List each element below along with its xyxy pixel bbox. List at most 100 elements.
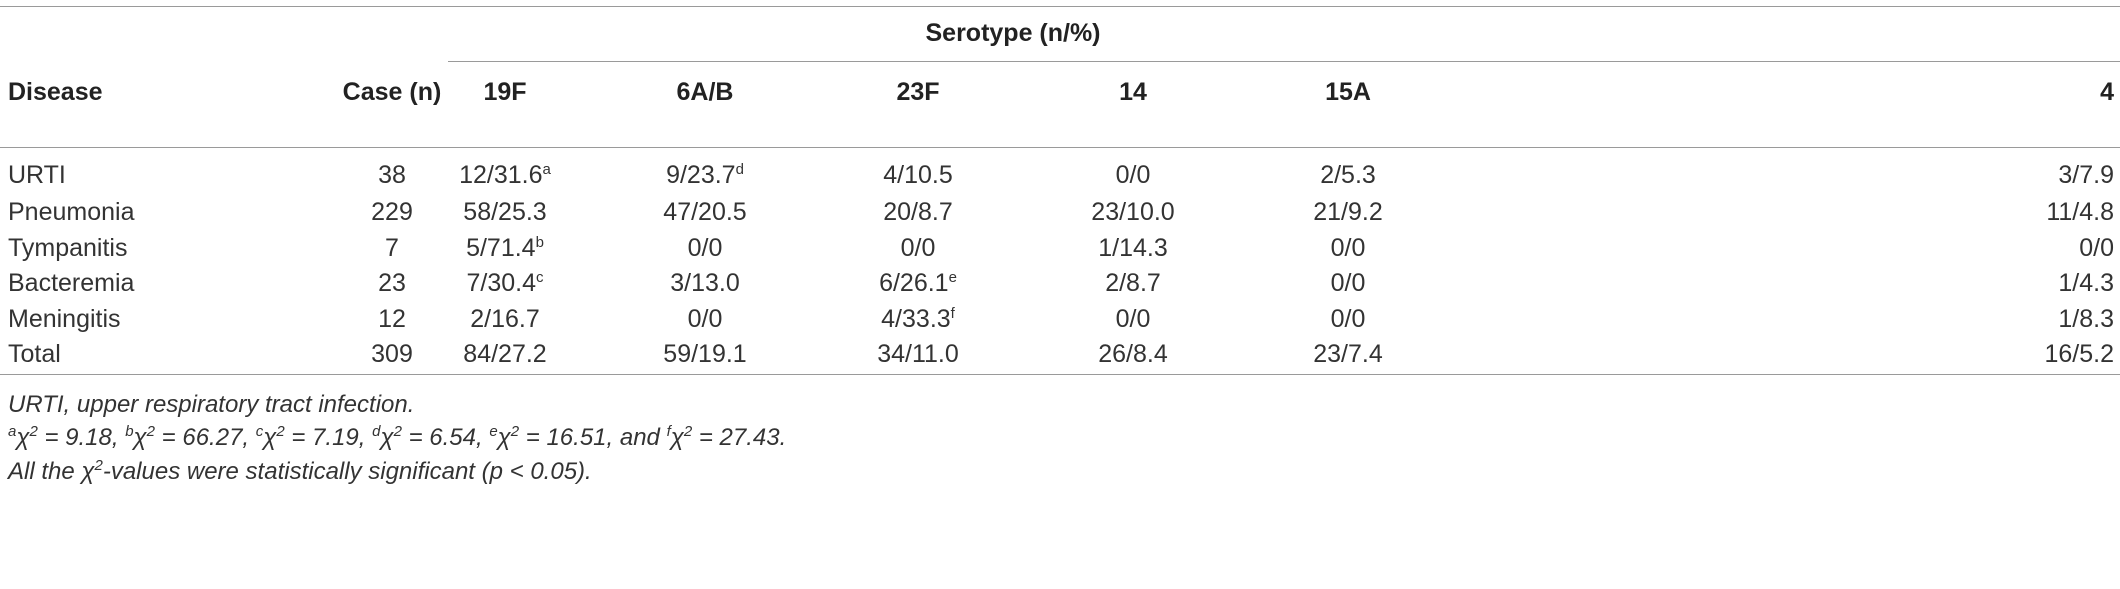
row-label: URTI (8, 161, 66, 189)
cell: 7 (385, 234, 399, 262)
cell: 1/14.3 (1098, 234, 1168, 262)
row-label: Tympanitis (8, 234, 128, 262)
exponent: 2 (146, 423, 155, 440)
cell: 59/19.1 (663, 340, 747, 368)
cell-text: 4/33.3 (881, 305, 951, 333)
cell-text: 5/71.4 (466, 234, 536, 262)
row-label: Pneumonia (8, 198, 135, 226)
footnote-mark: b (125, 423, 134, 440)
group-rule (448, 61, 2120, 62)
column-header: 4 (2100, 78, 2114, 106)
row-label: Total (8, 340, 61, 368)
cell: 6/26.1e (879, 268, 957, 298)
exponent: 2 (510, 423, 520, 440)
footnote-mark: e (948, 269, 957, 286)
cell: 20/8.7 (883, 198, 953, 226)
cell: 11/4.8 (2046, 198, 2114, 226)
footnote-text: χ (670, 424, 684, 451)
cell: 84/27.2 (463, 340, 547, 368)
top-rule (0, 6, 2120, 7)
cell: 0/0 (687, 234, 723, 262)
cell: 26/8.4 (1098, 340, 1168, 368)
exponent: 2 (276, 423, 285, 440)
cell: 38 (378, 161, 406, 189)
cell: 229 (371, 198, 413, 226)
cell: 23 (378, 269, 406, 297)
column-header: 6A/B (676, 78, 734, 106)
cell: 9/23.7d (666, 160, 744, 190)
cell: 23/7.4 (1313, 340, 1383, 368)
cell: 47/20.5 (663, 198, 747, 226)
cell: 2/5.3 (1320, 161, 1376, 189)
cell: 12/31.6a (459, 160, 551, 190)
footnote-text: = 27.43. (692, 424, 787, 451)
bottom-rule (0, 374, 2120, 375)
cell-text: 6/26.1 (879, 269, 949, 297)
footnote-text: χ (380, 424, 394, 451)
cell: 12 (378, 305, 406, 333)
cell: 7/30.4c (466, 268, 543, 298)
column-header: Disease (8, 78, 103, 106)
cell: 3/13.0 (670, 269, 740, 297)
footnote-text: = 16.51, (519, 424, 620, 451)
footnote: URTI, upper respiratory tract infection. (8, 390, 414, 420)
column-header: Case (n) (342, 78, 442, 106)
footnote: aχ2 = 9.18, bχ2 = 66.27, cχ2 = 7.19, dχ2… (8, 423, 786, 453)
footnote-text: χ (133, 424, 147, 451)
group-header: Serotype (n/%) (925, 19, 1101, 47)
footnote-mark: c (255, 423, 264, 440)
cell: 0/0 (1115, 305, 1151, 333)
column-header: 19F (483, 78, 527, 106)
cell: 2/16.7 (470, 305, 540, 333)
footnote-mark: f (666, 423, 671, 440)
footnote-text: -values were statistically significant (… (102, 458, 592, 485)
cell: 1/4.3 (2058, 269, 2114, 297)
cell-text: 12/31.6 (459, 161, 543, 189)
column-header: 15A (1325, 78, 1371, 106)
column-header: 23F (896, 78, 940, 106)
footnote-mark: f (950, 305, 955, 322)
footnote-mark: d (735, 161, 744, 178)
footnote-mark: a (542, 161, 551, 178)
footnote-text: = 7.19, (284, 424, 373, 451)
footnote-text: = 9.18, (37, 424, 126, 451)
cell: 3/7.9 (2058, 161, 2114, 189)
footnote-text: All the χ (8, 458, 95, 485)
cell: 0/0 (1115, 161, 1151, 189)
footnote-mark: a (8, 423, 17, 440)
cell: 16/5.2 (2044, 340, 2114, 368)
cell: 1/8.3 (2058, 305, 2114, 333)
footnote-mark: b (535, 234, 544, 251)
exponent: 2 (393, 423, 402, 440)
row-label: Bacteremia (8, 269, 135, 297)
exponent: 2 (29, 423, 38, 440)
footnote-text: = 66.27, (155, 424, 256, 451)
footnote-text: URTI, upper respiratory tract infection. (8, 391, 415, 418)
column-header: 14 (1119, 78, 1147, 106)
cell: 4/33.3f (881, 304, 955, 334)
footnote-mark: e (489, 423, 498, 440)
cell: 0/0 (900, 234, 936, 262)
cell: 0/0 (687, 305, 723, 333)
cell: 0/0 (1330, 269, 1366, 297)
footnote-mark: d (372, 423, 381, 440)
exponent: 2 (683, 423, 693, 440)
cell: 0/0 (2079, 234, 2114, 262)
cell: 309 (371, 340, 413, 368)
footnote-text: χ (16, 424, 30, 451)
footnote-text: and (619, 424, 667, 451)
cell: 0/0 (1330, 305, 1366, 333)
cell-text: 7/30.4 (466, 269, 537, 297)
header-rule (0, 147, 2120, 148)
exponent: 2 (94, 457, 103, 474)
cell-text: 9/23.7 (666, 161, 736, 189)
cell: 4/10.5 (883, 161, 953, 189)
footnote: All the χ2-values were statistically sig… (8, 457, 592, 487)
row-label: Meningitis (8, 305, 121, 333)
cell: 0/0 (1330, 234, 1366, 262)
cell: 21/9.2 (1313, 198, 1383, 226)
footnote-mark: c (536, 269, 544, 286)
footnote-text: = 6.54, (401, 424, 490, 451)
cell: 58/25.3 (463, 198, 547, 226)
